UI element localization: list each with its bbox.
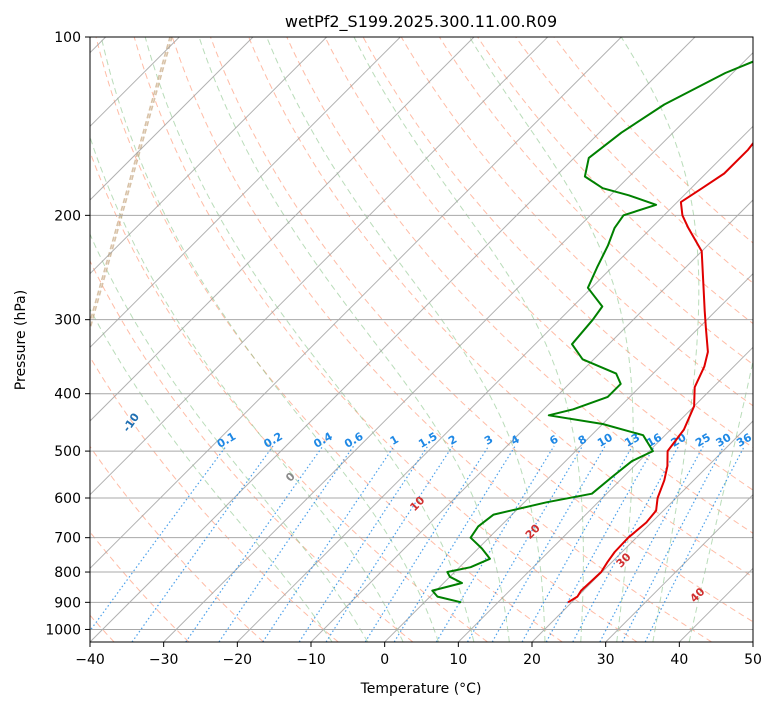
mixing-ratio-line <box>185 445 324 642</box>
y-tick-label: 800 <box>54 565 81 581</box>
isotherm-line <box>90 37 328 275</box>
mixing-ratio-line <box>466 445 584 642</box>
x-tick-label: 20 <box>523 652 541 668</box>
chart-title: wetPf2_S199.2025.300.11.00.R09 <box>285 12 557 32</box>
y-tick-label: 200 <box>54 208 81 224</box>
moist-adiabat-line <box>353 37 584 642</box>
y-tick-label: 500 <box>54 444 81 460</box>
moist-adiabat-line <box>90 232 369 642</box>
isotherm-line <box>384 272 753 642</box>
mixing-ratio-label: 36 <box>734 431 754 450</box>
moist-adiabat-line <box>90 308 333 642</box>
plot-area: 0.10.20.40.611.52346810131620253036-100-… <box>22 37 754 642</box>
isotherm-line <box>605 493 753 642</box>
x-tick-label: 30 <box>597 652 615 668</box>
isotherms <box>90 37 753 642</box>
isotherm-line <box>310 199 753 642</box>
isotherm-line <box>90 37 401 349</box>
isotherm-line <box>90 37 549 496</box>
mixing-ratio-line <box>218 445 355 642</box>
y-tick-label: 600 <box>54 491 81 507</box>
x-axis-label: Temperature (°C) <box>360 681 482 697</box>
moist-adiabat-line <box>620 37 700 642</box>
moist-adiabat-line <box>266 37 546 642</box>
dry-adiabat-line <box>90 445 264 642</box>
plot-background <box>90 37 753 642</box>
isotherm-line <box>90 37 475 422</box>
dry-adiabats <box>90 37 753 642</box>
dry-adiabat-line <box>171 37 712 642</box>
x-tick-label: −30 <box>149 652 179 668</box>
dry-adiabat-line <box>515 37 753 284</box>
dry-adiabat-line <box>210 37 753 623</box>
dry-adiabat-line <box>248 37 753 578</box>
dry-adiabat-line <box>286 37 753 534</box>
x-tick-label: −40 <box>75 652 105 668</box>
y-axis-label: Pressure (hPa) <box>13 290 29 390</box>
sounding-series <box>431 60 753 604</box>
x-tick-label: 50 <box>744 652 762 668</box>
x-tick-label: −20 <box>223 652 253 668</box>
dry-adiabat-line <box>95 37 563 642</box>
x-tick-label: 40 <box>670 652 688 668</box>
dry-adiabat-line <box>90 356 339 642</box>
y-tick-label: 900 <box>54 595 81 611</box>
isotherm-line <box>531 420 753 642</box>
y-tick-label: 400 <box>54 387 81 403</box>
moist-adiabat-line <box>90 135 404 642</box>
x-axis: −40 −30 −20 −10 0 10 20 30 40 50 <box>75 642 762 668</box>
isotherm-line <box>90 37 696 642</box>
dry-adiabat-line <box>324 37 753 491</box>
isotherm-line <box>163 51 753 642</box>
moist-adiabat-line <box>144 37 475 642</box>
temperature-profile-line <box>567 141 753 604</box>
y-tick-label: 700 <box>54 531 81 547</box>
isotherm-line <box>90 37 622 570</box>
y-tick-label: 100 <box>54 30 81 46</box>
dry-adiabat-line <box>90 259 414 642</box>
y-tick-label: 1000 <box>45 622 81 638</box>
isotherm-line <box>752 641 753 642</box>
plot-frame <box>89 36 754 643</box>
y-tick-label: 300 <box>54 313 81 329</box>
x-tick-label: −10 <box>296 652 326 668</box>
moist-adiabat-line <box>198 37 510 642</box>
y-axis: 100 200 300 400 500 600 700 800 900 1000 <box>45 30 90 638</box>
isotherm-line <box>90 37 254 201</box>
mixing-ratio-line <box>364 445 490 642</box>
isotherm-line <box>236 125 753 642</box>
mixing-ratio-line <box>298 445 429 642</box>
mixing-ratio-line <box>621 445 725 642</box>
dewpoint-profile-line <box>431 60 753 604</box>
dry-adiabat-label: -30 <box>22 443 44 467</box>
x-tick-label: 10 <box>449 652 467 668</box>
mixing-ratio-line <box>262 445 395 642</box>
mixing-ratio-line <box>131 445 274 642</box>
isobar-gridlines <box>90 37 753 630</box>
mixing-ratio-line <box>521 445 634 642</box>
mixing-ratio-line <box>644 445 746 642</box>
mixing-ratio-line <box>393 445 516 642</box>
moist-adiabats <box>90 37 753 642</box>
mixing-ratio-line <box>545 445 656 642</box>
mixing-ratio-line <box>325 445 454 642</box>
x-tick-label: 0 <box>380 652 389 668</box>
moist-adiabat-line <box>100 37 439 642</box>
isotherm-line <box>457 346 753 642</box>
dry-adiabat-line <box>133 37 638 642</box>
moist-adiabat-line <box>688 358 753 642</box>
